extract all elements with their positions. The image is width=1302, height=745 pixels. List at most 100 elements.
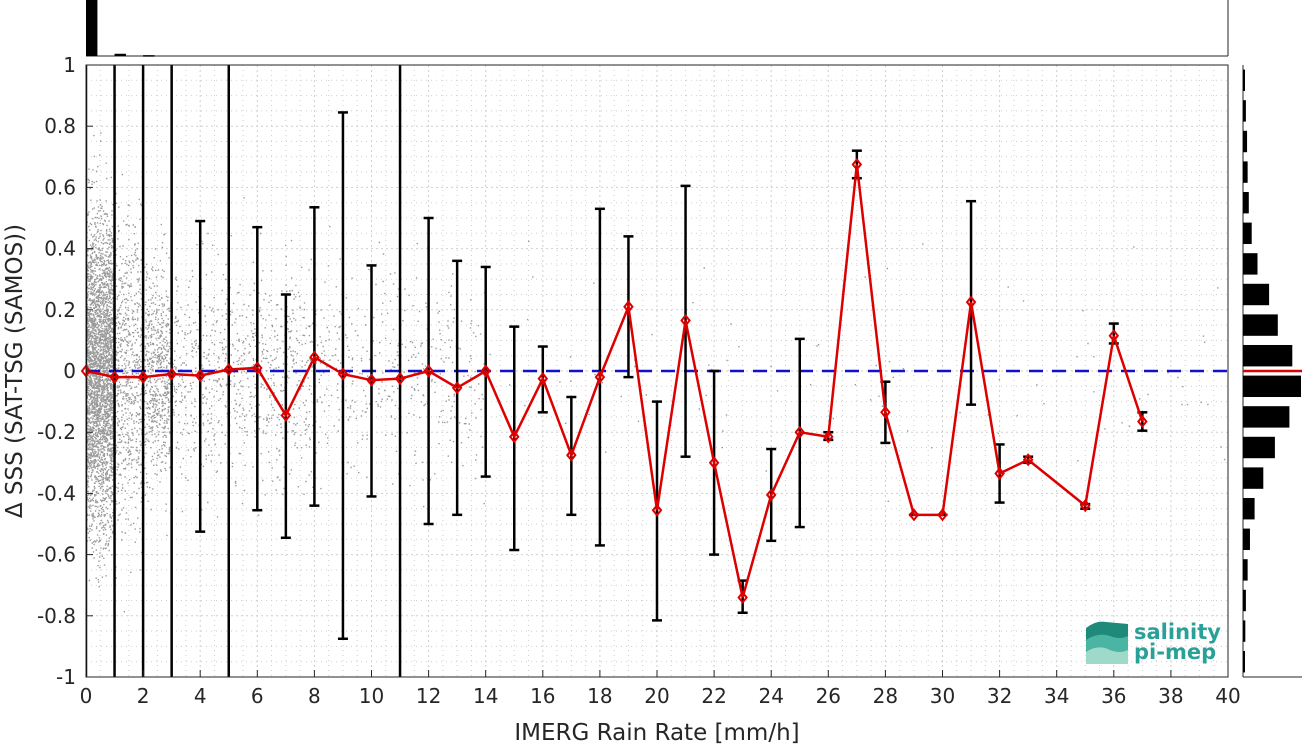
mean-marker — [337, 367, 349, 381]
mean-marker — [280, 408, 292, 422]
mean-marker — [137, 370, 149, 384]
mean-marker — [908, 508, 920, 522]
top-hist-bar — [86, 0, 98, 56]
mean-marker — [1022, 453, 1034, 467]
x-tick-label: 20 — [644, 684, 669, 708]
mean-line — [85, 164, 1144, 598]
y-tick-label: -0.6 — [37, 543, 76, 567]
y-axis-title: Δ SSS (SAT-TSG (SAMOS)) — [2, 224, 28, 518]
x-tick-label: 38 — [1158, 684, 1183, 708]
mean-marker — [394, 372, 406, 386]
right-hist-bar — [1243, 69, 1245, 92]
mean-marker — [965, 295, 977, 309]
mean-marker — [1108, 329, 1120, 343]
right-hist-bar — [1243, 161, 1248, 183]
right-hist-bar — [1243, 344, 1293, 367]
x-tick-label: 30 — [930, 684, 955, 708]
mean-marker — [252, 361, 263, 375]
x-tick-label: 18 — [587, 684, 612, 708]
right-hist-bar — [1243, 620, 1246, 642]
mean-marker — [823, 430, 834, 444]
mean-marker — [708, 456, 720, 470]
mean-marker — [1079, 499, 1091, 513]
x-tick-label: 24 — [758, 684, 783, 708]
x-tick-label: 28 — [873, 684, 898, 708]
x-tick-label: 40 — [1215, 684, 1240, 708]
y-tick-label: -0.2 — [37, 420, 76, 444]
right-hist-bar — [1243, 314, 1278, 336]
x-tick-label: 14 — [473, 684, 498, 708]
mean-marker — [794, 425, 806, 439]
mean-marker — [223, 362, 235, 377]
mean-markers — [80, 157, 1148, 605]
logo-line2: pi-mep — [1134, 640, 1216, 664]
x-tick-label: 2 — [137, 684, 150, 708]
mean-marker — [109, 370, 120, 384]
mean-marker — [680, 313, 691, 328]
mean-marker — [508, 430, 520, 444]
y-tick-label: 0.8 — [44, 114, 76, 138]
mean-marker — [594, 370, 606, 384]
mean-marker — [309, 350, 320, 364]
top-hist-bar — [143, 55, 155, 57]
right-hist-bar — [1243, 559, 1248, 581]
mean-marker — [480, 364, 491, 378]
top-histogram — [86, 0, 1229, 57]
right-hist-bar — [1243, 406, 1290, 428]
x-tick-label: 16 — [530, 684, 555, 708]
right-hist-bar — [1243, 650, 1245, 673]
mean-marker — [366, 373, 377, 387]
y-tick-label: 0.6 — [44, 175, 76, 199]
mean-marker — [194, 368, 206, 383]
x-tick-label: 0 — [80, 684, 93, 708]
salinity-pimep-logo: salinity pi-mep — [1086, 620, 1221, 664]
mean-marker — [994, 466, 1005, 481]
y-tick-label: 1 — [63, 53, 76, 77]
mean-marker — [537, 372, 549, 386]
mean-marker — [451, 381, 463, 395]
x-tick-label: 4 — [194, 684, 207, 708]
mean-marker — [851, 157, 863, 172]
x-tick-label: 32 — [987, 684, 1012, 708]
x-tick-label: 6 — [251, 684, 264, 708]
y-axis-ticks: 1 0.8 0.6 0.4 0.2 0 -0.2 -0.4 -0.6 -0.8 -1 — [37, 53, 93, 689]
y-tick-label: -0.8 — [37, 604, 76, 628]
y-tick-label: -1 — [56, 665, 76, 689]
mean-marker — [566, 448, 577, 462]
right-hist-bar — [1243, 497, 1255, 520]
right-hist-bar — [1243, 589, 1246, 612]
mean-marker — [880, 405, 891, 419]
x-tick-label: 8 — [308, 684, 321, 708]
mean-marker — [737, 590, 748, 605]
right-hist-bar — [1243, 191, 1249, 214]
top-hist-bar — [114, 53, 126, 56]
x-tick-label: 26 — [816, 684, 841, 708]
right-histogram — [1242, 65, 1302, 678]
x-tick-label: 34 — [1044, 684, 1069, 708]
y-tick-label: -0.4 — [37, 481, 76, 505]
x-axis-ticks: 0 2 4 6 8 10 12 14 16 18 20 22 24 26 28 30 32 34 36 38 40 — [80, 670, 1241, 708]
right-hist-bar — [1243, 130, 1248, 153]
x-tick-label: 10 — [359, 684, 384, 708]
main-plot: 0 2 4 6 8 10 12 14 16 18 20 22 24 26 28 30 32 34 36 38 40 10… — [37, 53, 1241, 708]
y-tick-label: 0.2 — [44, 298, 76, 322]
y-tick-label: 0 — [63, 359, 76, 383]
x-tick-label: 12 — [416, 684, 441, 708]
right-hist-bar — [1243, 436, 1275, 459]
mean-marker — [423, 364, 434, 378]
y-tick-label: 0.4 — [44, 237, 76, 261]
right-hist-bar — [1243, 100, 1246, 122]
x-axis-title: IMERG Rain Rate [mm/h] — [514, 720, 799, 745]
mean-marker — [623, 300, 634, 314]
x-tick-label: 22 — [701, 684, 726, 708]
right-hist-bar — [1243, 375, 1301, 398]
mean-marker — [937, 508, 948, 522]
right-hist-bar — [1243, 528, 1250, 551]
mean-marker — [1137, 414, 1148, 429]
x-tick-label: 36 — [1101, 684, 1126, 708]
logo-line1: salinity — [1134, 620, 1221, 644]
mean-marker — [651, 503, 663, 517]
right-hist-bar — [1243, 253, 1258, 275]
right-hist-bar — [1243, 467, 1264, 489]
